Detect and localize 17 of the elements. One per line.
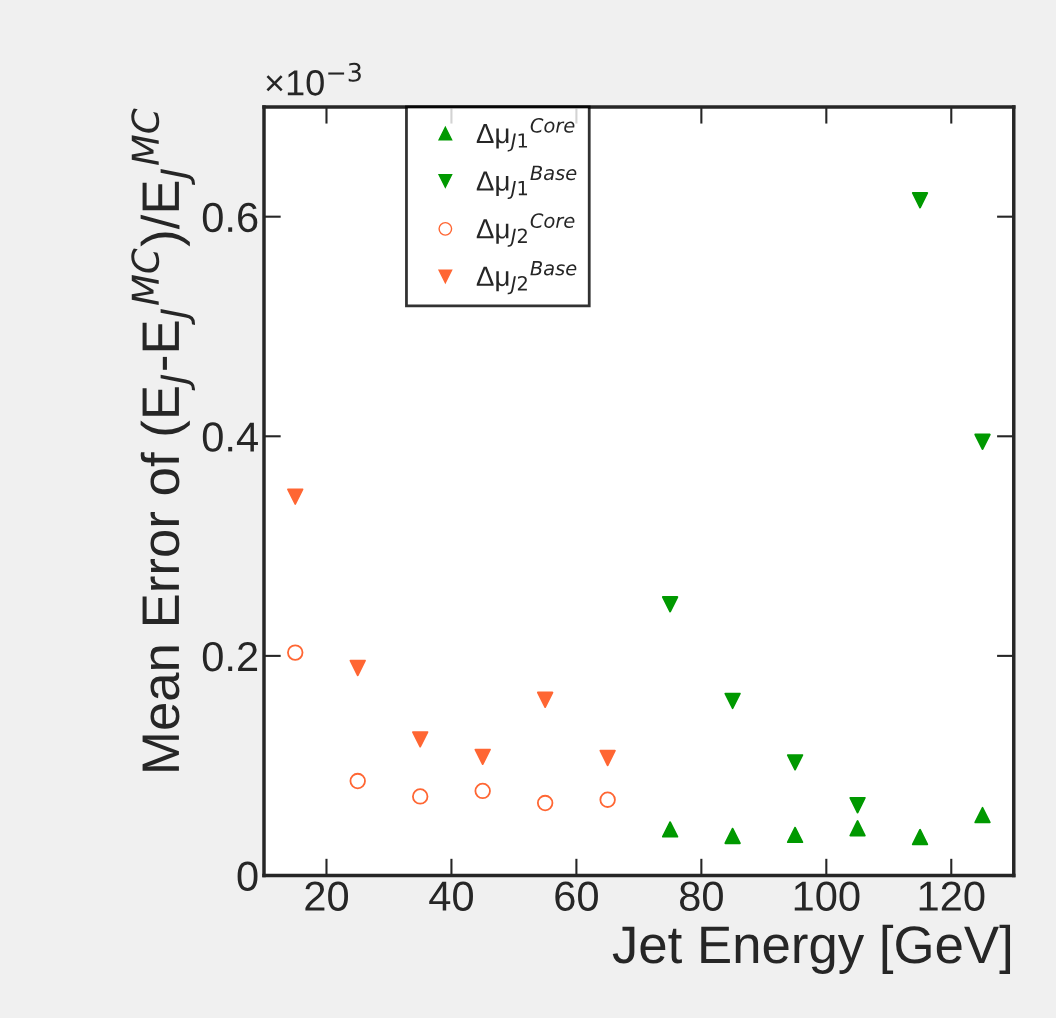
y-axis-title: Mean Error of (E$_{J}$-E$_{J}$$^{MC}$)/E$_{J}$$^{MC}$ <box>131 108 195 771</box>
y-tick-label: 0.4 <box>202 422 258 452</box>
y-tick-label: 0.6 <box>202 202 258 233</box>
x-tick-label: 100 <box>794 881 860 911</box>
legend-label: Δμ$_{J1}$$^{Core}$ <box>476 118 575 152</box>
x-tick-label: 80 <box>680 881 723 911</box>
x-tick-label: 20 <box>305 881 349 911</box>
text: ×10$^{−3}$ <box>266 62 361 96</box>
x-tick-label: 120 <box>919 881 985 911</box>
legend-label: Δμ$_{J1}$$^{Base}$ <box>476 165 577 200</box>
y-tick-label: 0 <box>237 861 258 891</box>
legend-label: Δμ$_{J2}$$^{Base}$ <box>476 261 577 295</box>
legend-label: Δμ$_{J2}$$^{Core}$ <box>476 213 575 247</box>
x-tick-label: 60 <box>555 881 598 911</box>
y-tick-label: 0.2 <box>202 641 258 672</box>
x-axis-title: Jet Energy [GeV] <box>612 924 1011 974</box>
x-tick-label: 40 <box>429 881 473 911</box>
